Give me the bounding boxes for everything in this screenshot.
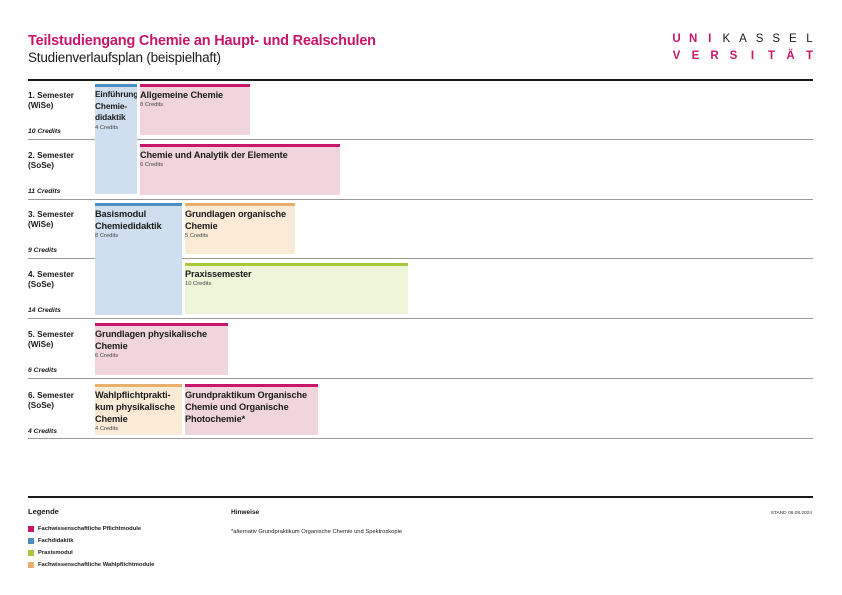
module-credits: 8 Credits <box>95 233 119 239</box>
semester-6-credits: 4 Credits <box>28 428 58 435</box>
semester-1-label: 1. Semester (WiSe) <box>28 91 74 110</box>
semester-2-credits: 11 Credits <box>28 188 61 195</box>
hints-text: *alternativ Grundpraktikum Organische Ch… <box>231 529 403 535</box>
legend-item-praxis: Praxismodul <box>28 550 73 556</box>
logo-letter: Ä <box>786 50 795 62</box>
legend-label: Fachwissenschaftliche Wahlpflichtmodule <box>38 562 155 568</box>
logo-letter: T <box>805 50 814 62</box>
semester-2-label: 2. Semester (SoSe) <box>28 151 74 170</box>
legend-swatch <box>28 562 34 568</box>
module-name: Grundlagen organische Chemie <box>185 209 287 231</box>
logo-letter: E <box>691 50 700 62</box>
module-credits: 4 Credits <box>95 124 119 131</box>
module-credits: 8 Credits <box>140 102 164 108</box>
row-divider <box>28 318 813 319</box>
stand-date: STAND 08.08.2024 <box>770 511 812 516</box>
logo-letter: N <box>688 33 698 45</box>
semester-4-credits: 14 Credits <box>28 307 61 314</box>
legend-title: Legende <box>28 507 59 516</box>
semester-6-label: 6. Semester (SoSe) <box>28 391 74 410</box>
logo-letter: L <box>806 33 813 45</box>
university-logo: U N I K A S S E L V E R S I T Ä T <box>669 31 817 65</box>
legend-label: Fachwissenschaftliche Pflichtmodule <box>38 526 142 532</box>
module-praxissemester: Praxissemester 10 Credits <box>185 263 408 314</box>
row-divider <box>28 258 813 259</box>
module-name: Grundlagen physikalische Chemie <box>95 329 207 351</box>
row-divider <box>28 139 813 140</box>
legend-item-wahlpflicht: Fachwissenschaftliche Wahlpflichtmodule <box>28 562 154 568</box>
logo-line-1: U N I K A S S E L <box>669 31 817 48</box>
legend-item-pflicht: Fachwissenschaftliche Pflichtmodule <box>28 526 141 532</box>
legend-swatch <box>28 550 34 556</box>
module-grundlagen-organische-chemie: Grundlagen organische Chemie 5 Credits <box>185 203 295 254</box>
module-credits: 4 Credits <box>95 426 119 432</box>
semester-3-credits: 9 Credits <box>28 247 58 254</box>
module-grundpraktikum-organische-chemie: Grundpraktikum Organische Chemie und Org… <box>185 384 318 435</box>
row-divider <box>28 438 813 439</box>
semester-5-label: 5. Semester (WiSe) <box>28 330 74 349</box>
module-name: Basismodul Chemiedidaktik <box>95 209 162 231</box>
logo-letter: V <box>672 50 681 62</box>
hints-title: Hinweise <box>231 509 260 516</box>
semester-4-label: 4. Semester (SoSe) <box>28 270 74 289</box>
legend-item-fachdidaktik: Fachdidaktik <box>28 538 73 544</box>
semester-5-credits: 6 Credits <box>28 367 58 374</box>
logo-letter: E <box>789 33 797 45</box>
logo-letter: R <box>710 50 719 62</box>
module-allgemeine-chemie: Allgemeine Chemie 8 Credits <box>140 84 250 135</box>
logo-letter: S <box>755 33 764 45</box>
legend-label: Fachdidaktik <box>38 538 74 544</box>
module-credits: 6 Credits <box>140 162 164 168</box>
module-basismodul-chemiedidaktik: Basismodul Chemiedidaktik 8 Credits <box>95 203 182 315</box>
module-name: Allgemeine Chemie <box>140 90 224 100</box>
logo-letter: S <box>729 50 738 62</box>
logo-line-2: V E R S I T Ä T <box>669 48 817 65</box>
row-divider <box>28 199 813 200</box>
header-divider <box>28 79 813 81</box>
module-name: Chemie und Analytik der Elemente <box>140 150 288 160</box>
module-wahlpflichtpraktikum-physikalische-chemie: Wahlpflichtprakti- kum physikalische Che… <box>95 384 182 435</box>
module-name: Grundpraktikum Organische Chemie und Org… <box>185 390 308 424</box>
logo-letter: A <box>739 33 747 45</box>
module-einfuehrung-chemiedidaktik: Einführung Chemie- didaktik 4 Credits <box>95 84 137 194</box>
logo-letter: S <box>772 33 781 45</box>
legend-swatch <box>28 526 34 532</box>
footer-divider <box>28 496 813 498</box>
module-chemie-analytik-elemente: Chemie und Analytik der Elemente 6 Credi… <box>140 144 340 195</box>
semester-1-credits: 10 Credits <box>28 128 61 135</box>
logo-letter: I <box>750 50 755 62</box>
logo-letter: K <box>722 33 731 45</box>
logo-letter: U <box>672 33 681 45</box>
legend-swatch <box>28 538 34 544</box>
module-credits: 5 Credits <box>185 233 209 239</box>
module-grundlagen-physikalische-chemie: Grundlagen physikalische Chemie 6 Credit… <box>95 323 228 375</box>
module-name: Praxissemester <box>185 269 252 279</box>
module-name: Einführung Chemie- didaktik <box>95 89 137 122</box>
module-credits: 6 Credits <box>95 353 119 359</box>
semester-3-label: 3. Semester (WiSe) <box>28 210 74 229</box>
logo-letter: I <box>708 33 712 45</box>
module-credits: 10 Credits <box>185 281 212 287</box>
module-name: Wahlpflichtprakti- kum physikalische Che… <box>95 390 176 424</box>
logo-letter: T <box>767 50 776 62</box>
legend-label: Praxismodul <box>38 550 73 556</box>
page-subtitle: Studienverlaufsplan (beispielhaft) <box>28 50 221 65</box>
row-divider <box>28 378 813 379</box>
page-title: Teilstudiengang Chemie an Haupt- und Rea… <box>28 33 376 49</box>
